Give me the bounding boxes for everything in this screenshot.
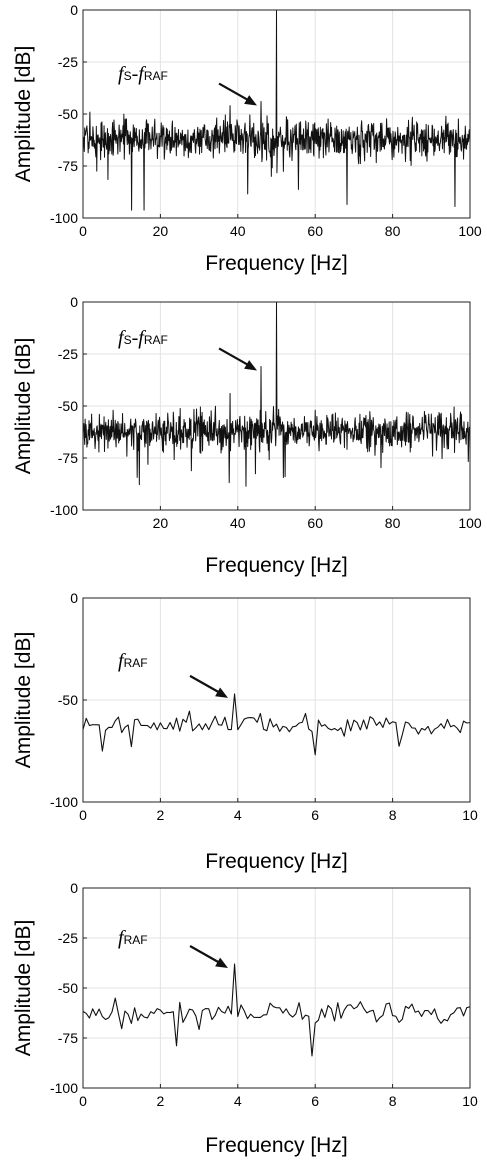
spectrum-panel-4: 0 2 4 6 8 10 0 -25 -50 -75 -100 Frequency [Hz] Ampli…: [0, 880, 487, 1160]
x-tick-label: 8: [389, 807, 397, 823]
y-tick-label: -100: [50, 794, 78, 810]
x-tick-label: 60: [307, 515, 323, 531]
x-tick-label: 80: [385, 223, 401, 239]
y-tick-label: -100: [50, 1080, 78, 1096]
x-tick-label: 0: [79, 1093, 87, 1109]
annotation-subscript: RAF: [124, 933, 148, 947]
x-tick-label: 4: [234, 1093, 242, 1109]
x-tick-label: 20: [153, 515, 169, 531]
x-tick-label: 4: [234, 807, 242, 823]
y-tick-label: -100: [50, 502, 78, 518]
y-tick-label: 0: [70, 2, 78, 18]
x-tick-label: 8: [389, 1093, 397, 1109]
annotation-arrow-shaft: [218, 82, 250, 102]
x-tick-label: 20: [153, 223, 169, 239]
spectrum-panel-3: 0 2 4 6 8 10 0 -50 -100 Frequency [Hz] Amplitude […: [0, 590, 487, 880]
y-axis-label: Amplitude [dB]: [12, 920, 35, 1057]
y-tick-label: -50: [58, 398, 78, 414]
x-tick-label: 2: [157, 807, 165, 823]
x-tick-label: 10: [462, 807, 478, 823]
spectrum-chart-3: 0 2 4 6 8 10 0 -50 -100 Frequency [Hz] Amplitude […: [12, 590, 478, 873]
x-tick-label: 100: [458, 223, 482, 239]
x-tick-label: 10: [462, 1093, 478, 1109]
spectrum-line: [82, 693, 471, 756]
x-tick-label: 80: [385, 515, 401, 531]
spectrum-panel-2: 20 40 60 80 100 0 -25 -50 -75 -100 Frequency [Hz] A…: [0, 292, 487, 590]
annotation-text: f: [118, 927, 126, 949]
spectrum-line: [82, 9, 471, 211]
annotation-label: fRAF: [118, 650, 148, 672]
spectrum-line: [82, 963, 471, 1057]
y-tick-label: -25: [58, 54, 78, 70]
annotation-subscript: S: [124, 69, 132, 83]
x-axis-label: Frequency [Hz]: [205, 850, 347, 873]
annotation-arrow-shaft: [218, 347, 250, 367]
x-tick-label: 40: [230, 515, 246, 531]
annotation-subscript: RAF: [124, 656, 148, 670]
y-tick-label: -50: [58, 980, 78, 996]
spectrum-chart-1: 0 20 40 60 80 100 0 -25 -50 -75 -100 Frequency [Hz]…: [12, 2, 482, 275]
annotation-text: f: [138, 63, 146, 85]
y-tick-label: -25: [58, 930, 78, 946]
y-tick-label: -50: [58, 692, 78, 708]
x-axis-label: Frequency [Hz]: [205, 252, 347, 275]
x-tick-label: 60: [307, 223, 323, 239]
annotation-arrow-shaft: [189, 945, 221, 964]
y-tick-label: -75: [58, 1030, 78, 1046]
annotation-subscript: RAF: [144, 69, 168, 83]
annotation-text: f: [118, 327, 126, 349]
annotation-arrow-head: [244, 360, 258, 371]
y-axis-label: Amplitude [dB]: [12, 632, 35, 769]
annotation-text: -: [132, 63, 139, 85]
y-tick-label: -25: [58, 346, 78, 362]
y-axis-label: Amplitude [dB]: [12, 338, 35, 475]
x-tick-label: 2: [157, 1093, 165, 1109]
y-tick-label: 0: [70, 294, 78, 310]
annotation-arrow-head: [244, 95, 258, 106]
x-tick-label: 0: [79, 807, 87, 823]
y-tick-label: -50: [58, 106, 78, 122]
annotation-subscript: RAF: [144, 333, 168, 347]
spectrum-chart-4: 0 2 4 6 8 10 0 -25 -50 -75 -100 Frequency [Hz] Ampli…: [12, 880, 478, 1157]
y-tick-label: 0: [70, 590, 78, 606]
x-tick-label: 0: [79, 223, 87, 239]
spectrum-chart-2: 20 40 60 80 100 0 -25 -50 -75 -100 Frequency [Hz] A…: [12, 294, 482, 577]
y-tick-label: -75: [58, 450, 78, 466]
annotation-arrow-head: [215, 957, 228, 968]
y-tick-label: 0: [70, 880, 78, 896]
x-tick-label: 6: [311, 807, 319, 823]
annotation-text: f: [138, 327, 146, 349]
y-tick-label: -75: [58, 158, 78, 174]
y-axis-label: Amplitude [dB]: [12, 46, 35, 183]
x-tick-label: 100: [458, 515, 482, 531]
spectrum-panel-1: 0 20 40 60 80 100 0 -25 -50 -75 -100 Frequency [Hz]…: [0, 0, 487, 292]
y-tick-label: -100: [50, 210, 78, 226]
annotation-text: f: [118, 650, 126, 672]
annotation-arrow-shaft: [189, 674, 221, 694]
annotation-text: f: [118, 63, 126, 85]
annotation-subscript: S: [124, 333, 132, 347]
annotation-label: fS-fRAF: [118, 63, 168, 85]
annotation-label: fRAF: [118, 927, 148, 949]
annotation-label: fS-fRAF: [118, 327, 168, 349]
annotation-text: -: [132, 327, 139, 349]
x-tick-label: 6: [311, 1093, 319, 1109]
x-axis-label: Frequency [Hz]: [205, 554, 347, 577]
x-tick-label: 40: [230, 223, 246, 239]
annotation-arrow-head: [215, 687, 228, 698]
x-axis-label: Frequency [Hz]: [205, 1134, 347, 1157]
